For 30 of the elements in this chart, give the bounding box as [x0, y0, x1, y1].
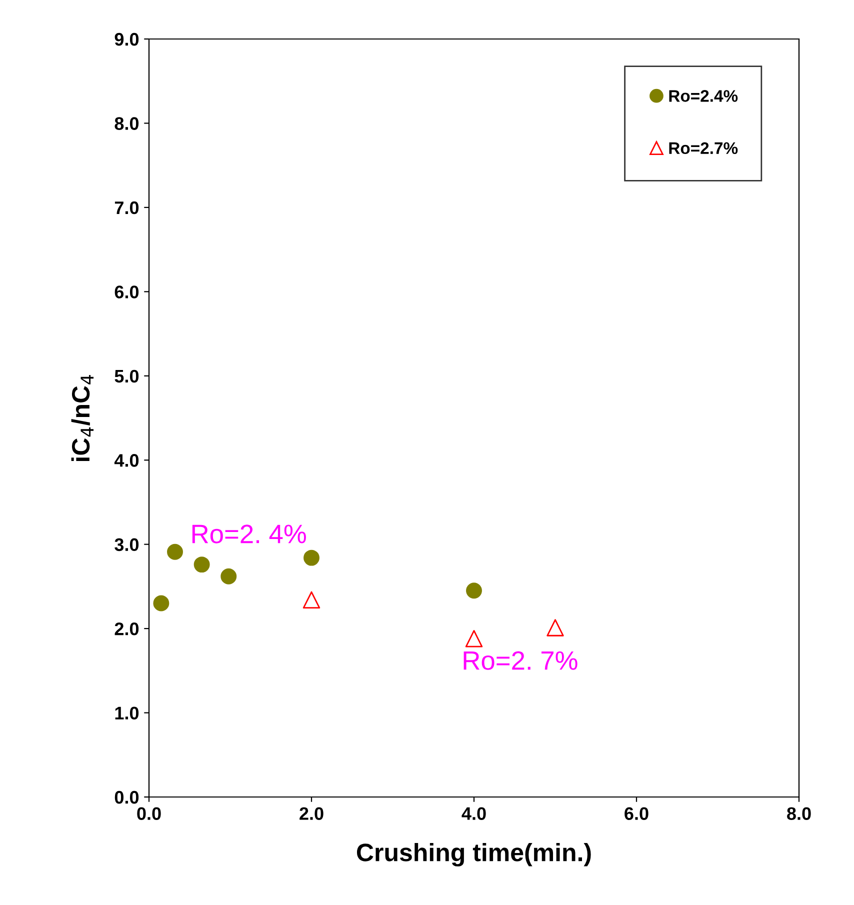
x-tick-label: 4.0: [462, 807, 486, 820]
legend-label: Ro=2.7%: [669, 142, 738, 154]
x-tick-label: 6.0: [624, 807, 648, 820]
y-tick-label: 3.0: [114, 538, 139, 552]
x-tick-label: 8.0: [787, 807, 811, 820]
x-tick-label: 0.0: [137, 807, 161, 820]
legend-label: Ro=2.4%: [669, 90, 738, 102]
y-tick-label: 2.0: [114, 622, 139, 636]
point: [220, 568, 237, 584]
annotation: Ro=2. 7%: [464, 651, 578, 670]
x-axis-title: Crushing time(min.): [356, 843, 591, 866]
point: [194, 556, 210, 573]
point: [302, 591, 320, 609]
point: [465, 630, 483, 648]
point: [466, 582, 482, 599]
x-tick-label: 2.0: [300, 807, 324, 820]
y-tick-label: 6.0: [114, 286, 139, 298]
point: [546, 619, 564, 636]
y-tick-label: 1.0: [115, 706, 139, 720]
y-axis-title: iC$_{4}$/nC$_{4}$: [71, 375, 94, 462]
annotation: Ro=2. 4%: [192, 524, 306, 544]
y-tick-label: 4.0: [114, 454, 139, 467]
y-tick-label: 7.0: [114, 201, 139, 214]
point: [304, 550, 320, 566]
y-tick-label: 0.0: [114, 790, 139, 804]
y-tick-label: 5.0: [114, 370, 139, 383]
y-tick-label: 9.0: [114, 32, 139, 46]
point: [167, 544, 183, 560]
point: [153, 595, 170, 612]
y-tick-label: 8.0: [114, 117, 139, 130]
